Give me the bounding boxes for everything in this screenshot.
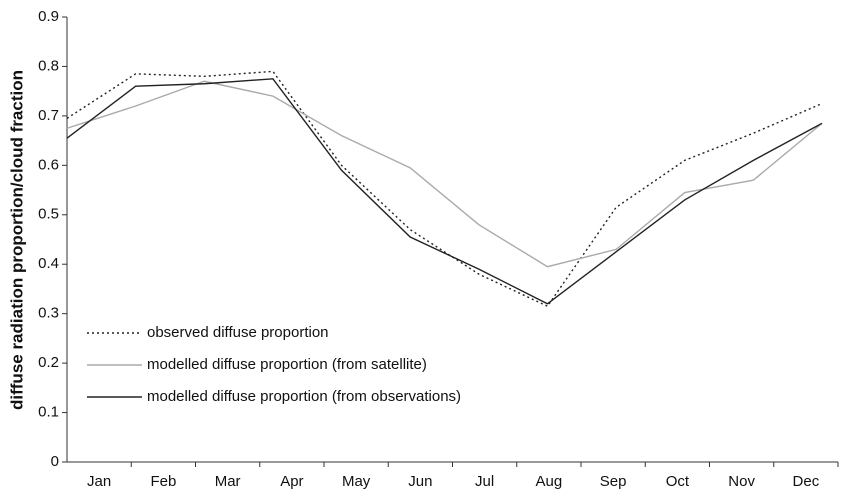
x-tick-label: Mar [215,473,241,490]
y-tick-label: 0 [51,453,59,470]
x-tick-label: Nov [728,473,755,490]
series-line [66,70,823,308]
y-tick-label: 0.3 [38,305,59,322]
legend-label: modelled diffuse proportion (from satell… [147,356,427,373]
x-tick-label: Jan [87,473,111,490]
y-tick-label: 0.5 [38,206,59,223]
y-tick-label: 0.1 [38,404,59,421]
x-tick-label: Sep [600,473,627,490]
x-tick-label: Jun [408,473,432,490]
y-tick-label: 0.9 [38,8,59,25]
y-tick-label: 0.4 [38,255,59,272]
x-tick-label: Aug [536,473,563,490]
legend-label: modelled diffuse proportion (from observ… [147,388,461,405]
x-tick-label: Jul [475,473,494,490]
x-tick-label: Oct [666,473,690,490]
x-tick-label: Feb [150,473,176,490]
series-line [66,80,823,268]
x-tick-label: Apr [280,473,303,490]
legend-label: observed diffuse proportion [147,324,329,341]
y-tick-label: 0.7 [38,107,59,124]
y-tick-label: 0.2 [38,354,59,371]
y-tick-label: 0.8 [38,57,59,74]
x-tick-label: May [342,473,371,490]
x-tick-label: Dec [793,473,820,490]
y-axis-label: diffuse radiation proportion/cloud fract… [7,70,26,410]
series-line [66,78,823,305]
y-tick-label: 0.6 [38,156,59,173]
